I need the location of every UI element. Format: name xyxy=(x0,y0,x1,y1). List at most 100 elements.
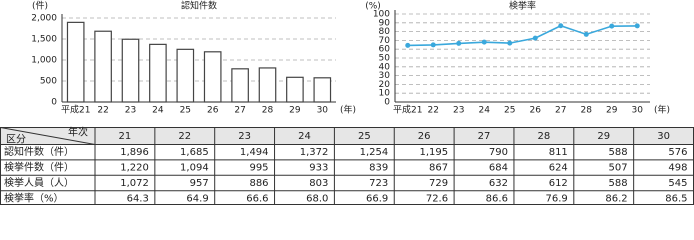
chart-title: 認知件数 xyxy=(181,0,217,12)
cell: 933 xyxy=(309,163,328,174)
cell: 64.9 xyxy=(186,193,208,204)
point xyxy=(507,40,513,46)
y-tick-label: 80 xyxy=(379,27,391,37)
cell: 1,494 xyxy=(240,147,269,158)
cell: 811 xyxy=(549,147,568,158)
point xyxy=(558,23,564,29)
x-tick-label: 25 xyxy=(180,106,191,116)
column-header: 29 xyxy=(597,131,610,142)
x-tick-label: 29 xyxy=(606,106,618,116)
cell: 588 xyxy=(609,178,628,189)
x-tick-label: 22 xyxy=(428,106,439,116)
figure: 区分 年次 21 22 23 24 25 26 27 28 29 30 認知件数（件） 1,896 1,68… xyxy=(0,0,694,205)
bar xyxy=(66,21,85,103)
line xyxy=(407,24,638,47)
cell: 66.6 xyxy=(246,193,268,204)
row-header: 検挙率（%） xyxy=(4,191,64,204)
y-tick-label: 500 xyxy=(40,77,57,87)
x-tick-label: 27 xyxy=(555,106,566,116)
bar xyxy=(94,30,112,103)
x-tick-label: 30 xyxy=(317,106,329,116)
cell: 86.5 xyxy=(665,193,687,204)
y-tick-label: 10 xyxy=(379,89,391,99)
chart-title: 検挙率 xyxy=(509,0,536,12)
bar xyxy=(231,68,249,103)
cell: 1,195 xyxy=(419,147,448,158)
row-header: 検挙人員（人） xyxy=(4,176,74,189)
x-tick-label: 平成21 xyxy=(393,104,422,116)
column-header: 21 xyxy=(119,131,132,142)
cell: 66.9 xyxy=(366,193,388,204)
cell: 86.2 xyxy=(605,193,627,204)
x-tick-label: 28 xyxy=(581,106,593,116)
cell: 886 xyxy=(249,178,268,189)
corner-col-label: 年次 xyxy=(68,126,88,139)
point xyxy=(481,39,487,45)
x-tick-label: 24 xyxy=(479,106,491,116)
cell: 588 xyxy=(609,147,628,158)
x-tick-label: 28 xyxy=(262,106,274,116)
row-header: 検挙件数（件） xyxy=(4,161,74,174)
cell: 576 xyxy=(668,147,687,158)
y-tick-label: 2,000 xyxy=(31,14,57,24)
cell: 72.6 xyxy=(426,193,448,204)
y-tick-label: 90 xyxy=(379,18,391,28)
cell: 1,094 xyxy=(180,163,209,174)
y-tick-label: 40 xyxy=(379,62,391,72)
x-tick-label: 23 xyxy=(453,106,464,116)
column-header: 28 xyxy=(538,131,551,142)
x-tick-label: 26 xyxy=(207,106,219,116)
row-header: 認知件数（件） xyxy=(4,145,74,158)
column-header: 30 xyxy=(657,131,670,142)
cell: 1,254 xyxy=(360,147,389,158)
cell: 68.0 xyxy=(306,193,328,204)
x-tick-label: 22 xyxy=(97,106,108,116)
point xyxy=(456,40,462,46)
point xyxy=(405,42,411,48)
cell: 498 xyxy=(668,163,687,174)
x-tick-label: 30 xyxy=(632,106,644,116)
table-header-bg xyxy=(0,127,694,145)
cell: 507 xyxy=(609,163,628,174)
column-header: 27 xyxy=(478,131,491,142)
cell: 957 xyxy=(190,178,209,189)
x-tick-label: 29 xyxy=(289,106,301,116)
cell: 803 xyxy=(309,178,328,189)
point xyxy=(583,31,589,37)
point xyxy=(430,42,436,48)
y-unit: (%) xyxy=(365,2,381,12)
cell: 867 xyxy=(429,163,448,174)
column-header: 24 xyxy=(298,131,311,142)
x-tick-label: 24 xyxy=(152,106,164,116)
cell: 1,072 xyxy=(120,178,149,189)
cell: 76.9 xyxy=(546,193,568,204)
x-tick-label: 25 xyxy=(504,106,515,116)
x-tick-label: 27 xyxy=(234,106,245,116)
cell: 684 xyxy=(489,163,508,174)
cell: 790 xyxy=(489,147,508,158)
cell: 839 xyxy=(369,163,388,174)
y-tick-label: 50 xyxy=(379,54,391,64)
bar xyxy=(203,51,222,103)
y-tick-label: 1,500 xyxy=(31,35,57,45)
point xyxy=(609,23,615,29)
cell: 995 xyxy=(249,163,268,174)
column-header: 26 xyxy=(418,131,431,142)
cell: 1,685 xyxy=(180,147,209,158)
y-unit: (件) xyxy=(32,0,48,12)
y-tick-label: 70 xyxy=(379,36,391,46)
cell: 86.6 xyxy=(486,193,508,204)
y-tick-label: 60 xyxy=(379,45,391,55)
bar xyxy=(121,38,140,103)
y-tick-label: 100 xyxy=(373,10,390,20)
cell: 612 xyxy=(549,178,568,189)
x-unit: (年) xyxy=(340,104,356,116)
y-tick-label: 1,000 xyxy=(31,56,57,66)
bar xyxy=(149,43,167,103)
y-tick-label: 30 xyxy=(379,71,391,81)
x-unit: (年) xyxy=(654,104,670,116)
bar xyxy=(286,76,304,103)
column-header: 23 xyxy=(238,131,251,142)
cell: 1,372 xyxy=(300,147,329,158)
cell: 1,896 xyxy=(120,147,149,158)
